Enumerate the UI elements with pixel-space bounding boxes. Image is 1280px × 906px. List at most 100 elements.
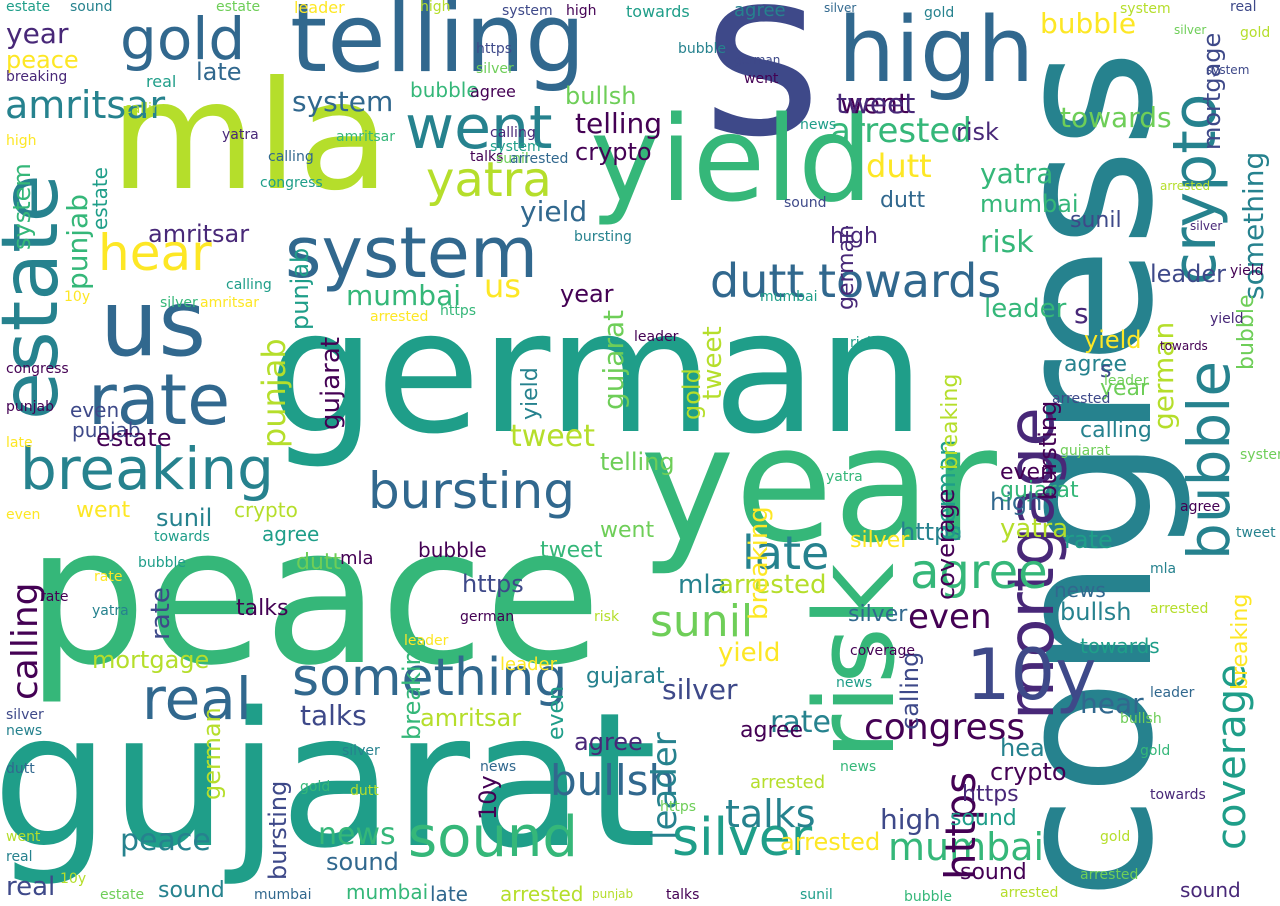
word-arrested: arrested	[1052, 391, 1111, 407]
word-leader: leader	[984, 294, 1067, 324]
word-talks: talks	[470, 149, 504, 165]
word-punjab: punjab	[72, 418, 141, 442]
word-calling: calling	[490, 125, 536, 141]
word-agree: agree	[910, 544, 1048, 600]
word-amritsar: amritsar	[5, 83, 166, 127]
word-yield: yield	[718, 638, 781, 668]
word-something: something	[292, 648, 568, 708]
word-https: https	[462, 570, 524, 598]
word-punjab: punjab	[592, 887, 634, 901]
word-gujarat: gujarat	[597, 309, 630, 410]
word-late: late	[6, 435, 33, 451]
word-agree: agree	[574, 728, 643, 756]
word-gold: gold	[1140, 743, 1171, 759]
word-arrested: arrested	[1080, 867, 1139, 883]
word-10y: 10y	[60, 871, 87, 887]
word-https: https	[962, 782, 1019, 807]
word-yatra: yatra	[980, 157, 1054, 190]
word-us: us	[100, 270, 207, 377]
word-talks: talks	[725, 792, 816, 836]
word-us: us	[484, 267, 521, 305]
word-coverage: coverage	[850, 643, 915, 659]
word-high: high	[880, 803, 942, 836]
word-bubble: bubble	[678, 41, 727, 57]
word-late: late	[430, 882, 468, 906]
word-amritsar: amritsar	[148, 220, 250, 248]
word-yatra: yatra	[826, 469, 863, 485]
word-risk: risk	[980, 225, 1034, 260]
word-system: system	[8, 163, 36, 250]
word-calling: calling	[1080, 418, 1152, 443]
word-sunil: sunil	[800, 887, 833, 903]
word-sunil: sunil	[1070, 208, 1122, 233]
word-went: went	[600, 518, 655, 543]
word-high: high	[990, 488, 1043, 516]
word-punjab: punjab	[6, 399, 54, 415]
word-talks: talks	[236, 596, 289, 621]
word-leader: leader	[294, 0, 345, 17]
word-agree: agree	[470, 82, 516, 101]
word-telling: telling	[290, 0, 586, 94]
word-towards: towards	[626, 2, 690, 21]
word-rate: rate	[40, 589, 69, 605]
word-dutt: dutt	[866, 147, 932, 185]
word-bubble: bubble	[1234, 294, 1259, 371]
word-mumbai: mumbai	[980, 190, 1079, 218]
word-silver: silver	[160, 295, 198, 311]
word-calling: calling	[226, 277, 272, 293]
word-yatra: yatra	[222, 127, 259, 143]
word-mumbai: mumbai	[346, 279, 462, 312]
word-high: high	[6, 133, 37, 149]
word-arrested: arrested	[780, 828, 881, 856]
word-yatra: yatra	[426, 152, 552, 208]
word-late: late	[742, 526, 830, 580]
word-tweet: tweet	[698, 326, 728, 400]
word-mumbai: mumbai	[254, 887, 312, 903]
word-system: system	[1206, 63, 1250, 77]
word-news: news	[836, 675, 873, 691]
word-tweet: tweet	[510, 419, 595, 454]
word-hear: hear	[1080, 687, 1144, 720]
word-gold: gold	[120, 5, 246, 73]
word-congress: congress	[864, 707, 1026, 748]
word-arrested: arrested	[1150, 601, 1209, 617]
word-bursting: bursting	[1034, 400, 1062, 500]
word-went: went	[744, 71, 779, 87]
word-punjab: punjab	[286, 247, 314, 330]
word-year: year	[6, 17, 69, 50]
word-high: high	[838, 0, 1035, 103]
word-agree: agree	[734, 0, 786, 21]
word-even: even	[70, 398, 120, 422]
word-silver: silver	[476, 61, 514, 77]
word-sound: sound	[784, 195, 827, 211]
word-agree: agree	[1064, 352, 1128, 377]
word-went: went	[76, 498, 131, 523]
word-real: real	[146, 72, 177, 91]
word-rate: rate	[770, 705, 831, 740]
word-estate: estate	[6, 0, 51, 15]
word-dutt: dutt	[296, 550, 342, 575]
word-towards: towards	[1160, 339, 1208, 353]
word-went: went	[405, 93, 553, 163]
word-arrested: arrested	[510, 151, 569, 167]
word-coverage: coverage	[932, 488, 960, 600]
word-bubble: bubble	[410, 78, 479, 102]
word-amritsar: amritsar	[336, 129, 395, 145]
word-silver: silver	[6, 707, 44, 723]
word-bursting: bursting	[368, 462, 575, 520]
word-mortgage: mortgage	[92, 646, 210, 674]
word-10y: 10y	[966, 634, 1097, 716]
word-towards: towards	[1150, 787, 1206, 803]
word-news: news	[840, 759, 877, 775]
word-arrested: arrested	[718, 570, 827, 600]
word-leader: leader	[1150, 685, 1195, 701]
word-system: system	[490, 139, 541, 155]
word-congress: congress	[260, 175, 323, 191]
word-calling: calling	[896, 651, 924, 730]
word-silver: silver	[342, 743, 380, 759]
word-mla: mla	[110, 50, 390, 224]
word-rate: rate	[88, 359, 231, 441]
word-sound: sound	[158, 878, 225, 903]
word-even: even	[544, 685, 569, 740]
word-gujarat: gujarat	[0, 672, 657, 889]
